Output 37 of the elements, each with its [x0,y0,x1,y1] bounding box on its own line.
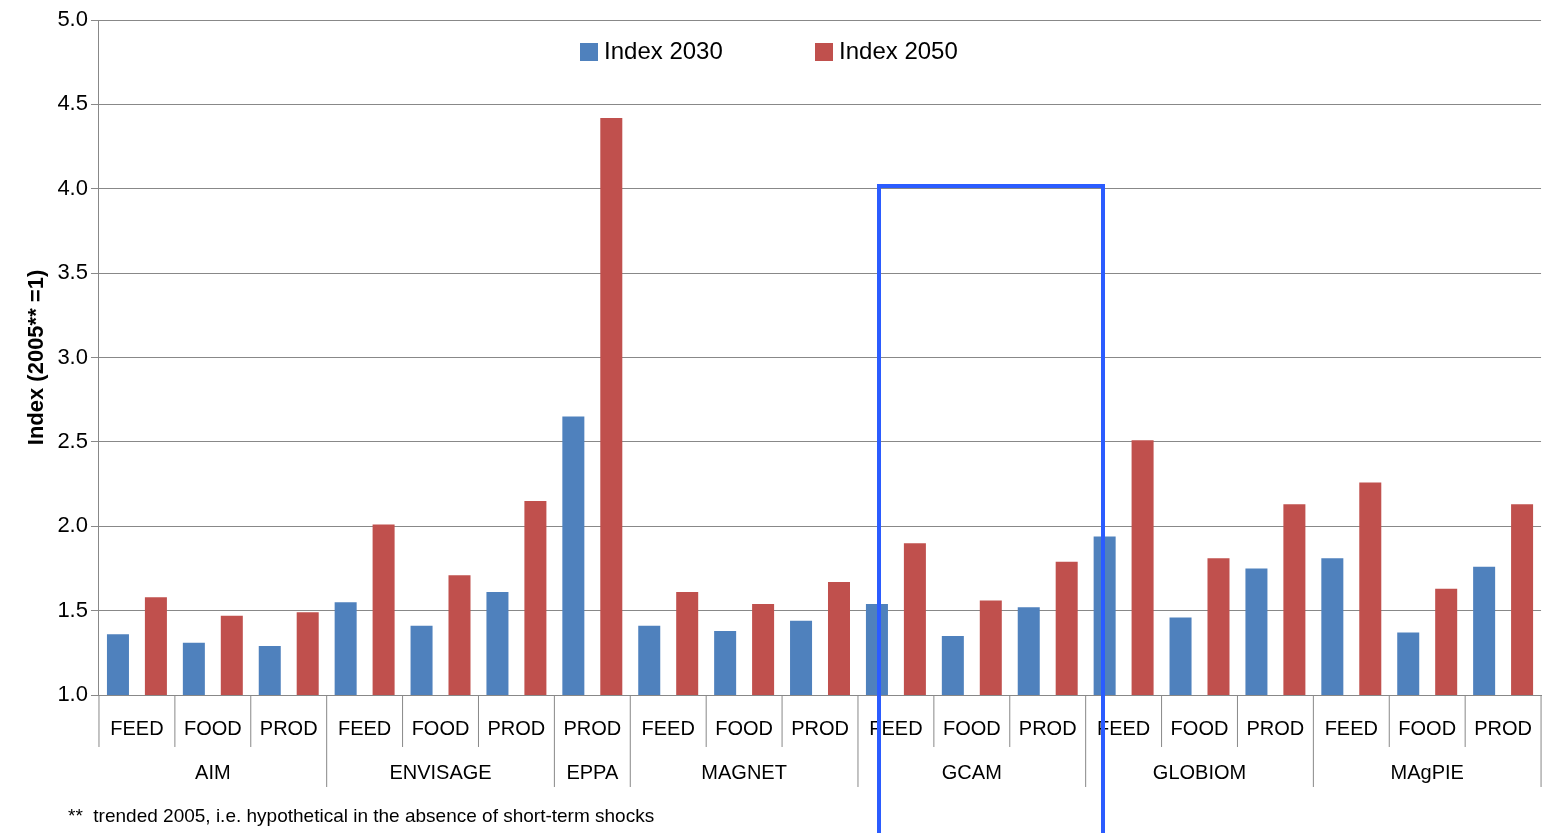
text: GCAM [941,760,1002,783]
x-tick-label: FOOD [1170,716,1229,739]
y-tick-label: 1.0 [57,681,88,707]
text: MAGNET [701,760,787,783]
x-tick-label: PROD [791,716,849,739]
y-tick-label: 2.0 [57,512,88,538]
text: AIM [195,760,231,783]
y-tick-label: 4.5 [57,90,88,116]
text: ENVISAGE [389,760,492,783]
text: ** trended 2005, i.e. hypothetical in the absence of short-term shocks [68,805,655,827]
text: GLOBIOM [1152,760,1247,783]
x-tick-label: PROD [259,716,318,739]
x-tick-label: FEED [641,716,695,739]
y-tick-label: 4.0 [57,174,88,200]
y-tick-label: 3.5 [57,259,88,285]
x-tick-label: FOOD [411,716,470,739]
y-tick-label: 1.5 [57,596,88,622]
x-tick-label: FEED [110,716,164,739]
x-tick-label: FOOD [942,716,1001,739]
x-tick-label: PROD [1474,716,1533,739]
x-tick-label: FOOD [183,716,242,739]
legend-label: Index 2030 [604,36,723,64]
x-tick-label: FOOD [1398,716,1457,739]
x-tick-label: PROD [1246,716,1305,739]
y-tick-label: 5.0 [57,6,88,32]
x-tick-label: FOOD [715,716,774,739]
x-tick-label: FEED [337,716,392,739]
x-tick-label: PROD [487,716,546,739]
x-tick-label: PROD [563,716,622,739]
y-tick-label: 3.0 [57,343,88,369]
y-axis-title: Index (2005** =1) [23,269,49,446]
x-tick-label: FEED [1324,716,1378,739]
legend-label: Index 2050 [839,36,958,64]
text: EPPA [566,760,619,783]
x-tick-label: PROD [1018,716,1077,739]
y-tick-label: 2.5 [57,427,88,453]
text: MAgPIE [1390,760,1464,783]
